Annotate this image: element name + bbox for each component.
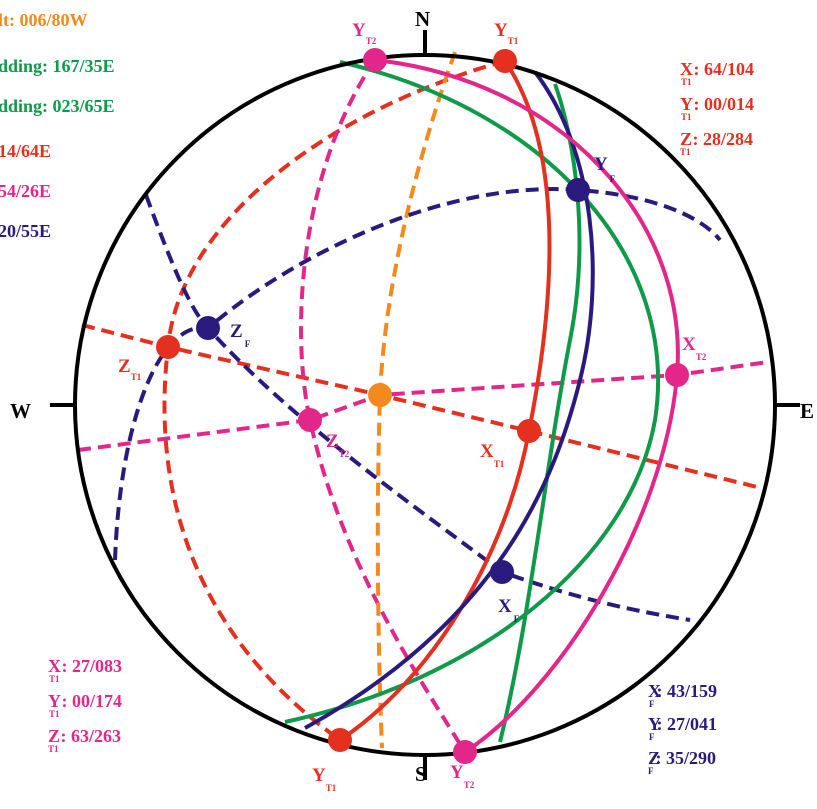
legend-t1: 14/64E <box>0 141 51 161</box>
label-y-t1-top: YT1 <box>494 20 519 46</box>
solid-circle-bedding-b <box>498 83 582 743</box>
legend-fault: lt: 006/80W <box>0 10 88 30</box>
label-x-t2: XT2 <box>682 334 707 362</box>
dashed-circle-f-upper <box>113 187 722 561</box>
west-label: W <box>10 399 31 423</box>
label-z-f: ZF <box>230 321 251 349</box>
label-y-t2-top: YT2 <box>352 20 377 46</box>
north-label: N <box>415 7 430 31</box>
dashed-circle-t2-ns <box>299 58 467 754</box>
point-z-t2 <box>298 408 322 432</box>
svg-text:ZT1: 28/284: Z T1: 28/284 <box>680 129 753 157</box>
axes-t1-upper: X T1: 64/104 Y T1: 00/014 Z T1: 28/284 <box>680 59 754 157</box>
legend-bedding-1: dding: 167/35E <box>0 56 115 76</box>
label-x-f: XF <box>498 596 520 624</box>
point-y-t1-top <box>493 49 517 73</box>
label-y-t1-bottom: YT1 <box>312 765 337 793</box>
point-y-t1-bottom <box>328 728 352 752</box>
point-fault-pole <box>368 383 392 407</box>
point-y-f <box>566 178 590 202</box>
solid-circle-f <box>304 70 595 730</box>
point-x-f <box>490 560 514 584</box>
point-x-t2 <box>665 363 689 387</box>
svg-text:YT1: 00/014: Y T1: 00/014 <box>680 94 754 122</box>
svg-text:YF: 27/041: Y F: 27/041 <box>648 714 717 742</box>
east-label: E <box>800 399 814 423</box>
svg-text:XT1: 64/104: X T1: 64/104 <box>680 59 754 87</box>
label-y-f: YF <box>594 154 616 184</box>
south-label: S <box>415 762 427 786</box>
point-z-t1 <box>156 335 180 359</box>
label-y-t2-bottom: YT2 <box>450 762 475 790</box>
label-x-t1: XT1 <box>480 441 505 469</box>
point-z-f <box>196 316 220 340</box>
svg-text:ZT1: 63/263: Z T1: 63/263 <box>48 726 121 754</box>
svg-text:XF: 43/159: X F: 43/159 <box>648 681 717 709</box>
point-x-t1 <box>517 419 541 443</box>
solid-circle-bedding-a <box>284 60 661 724</box>
point-y-t2-bottom <box>453 740 477 764</box>
legend-t2: 54/26E <box>0 181 51 201</box>
legend-bedding-2: dding: 023/65E <box>0 96 115 116</box>
dashed-circle-t1-ns <box>162 59 506 742</box>
svg-text:XT1: 27/083: X T1: 27/083 <box>48 656 122 684</box>
dashed-circle-f-lower <box>144 194 691 622</box>
axes-lower-left: X T1: 27/083 Y T1: 00/174 Z T1: 63/263 <box>48 656 122 754</box>
axes-f: X F: 43/159 Y F: 27/041 Z F: 35/290 <box>648 681 717 776</box>
svg-text:YT1: 00/174: Y T1: 00/174 <box>48 691 122 719</box>
label-z-t1: ZT1 <box>118 356 142 382</box>
legend-f: 20/55E <box>0 221 51 241</box>
label-z-t2: ZT2 <box>326 431 350 459</box>
svg-text:ZF: 35/290: Z F: 35/290 <box>648 748 716 776</box>
point-y-t2-top <box>363 48 387 72</box>
